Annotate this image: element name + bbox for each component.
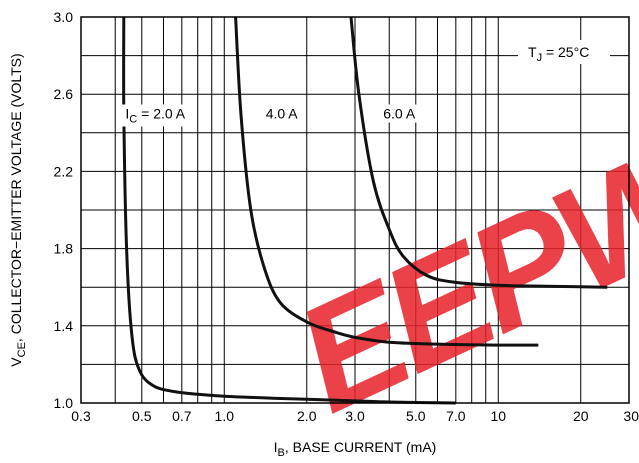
x-axis-label: IB, BASE CURRENT (mA)	[274, 439, 437, 459]
x-tick-label: 3.0	[345, 408, 365, 424]
series-labels: IC = 2.0 A 4.0 A 6.0 A	[120, 104, 421, 127]
series-line-3	[349, 16, 608, 289]
y-tick-label: 2.6	[54, 86, 74, 102]
series-label-background	[260, 104, 304, 123]
x-tick-label: 10	[490, 408, 506, 424]
x-tick-label: 7.0	[446, 408, 466, 424]
x-tick-labels: 0.3 0.5 0.7 1.0 2.0 3.0 5.0 7.0 10 20 30	[71, 408, 639, 424]
x-tick-label: 0.3	[71, 408, 91, 424]
x-tick-label: 2.0	[297, 408, 317, 424]
x-tick-label: 20	[573, 408, 589, 424]
series-label-1: IC = 2.0 A	[125, 106, 185, 126]
curves	[122, 16, 608, 405]
y-axis-label: VCE, COLLECTOR−EMITTER VOLTAGE (VOLTS)	[8, 53, 28, 366]
x-tick-label: 0.5	[132, 408, 152, 424]
series-label-3: 6.0 A	[383, 106, 416, 122]
series-label-2: 4.0 A	[266, 106, 299, 122]
x-tick-label: 30	[623, 408, 639, 424]
x-tick-label: 0.7	[172, 408, 192, 424]
y-tick-label: 1.8	[54, 241, 74, 257]
y-tick-label: 1.0	[54, 395, 74, 411]
series-label-background	[120, 104, 191, 127]
y-tick-label: 2.2	[54, 163, 74, 179]
series-line-2	[234, 16, 539, 347]
x-tick-label: 1.0	[215, 408, 235, 424]
series-line-1	[122, 16, 456, 405]
plot-frame	[80, 16, 630, 404]
annotation-background	[518, 40, 610, 64]
grid	[81, 17, 629, 403]
y-tick-label: 3.0	[54, 9, 74, 25]
x-tick-label: 5.0	[406, 408, 426, 424]
tj-annotation: TJ = 25°C	[528, 44, 589, 64]
series-label-background	[378, 104, 421, 123]
y-tick-label: 1.4	[54, 318, 74, 334]
y-tick-labels: 1.0 1.4 1.8 2.2 2.6 3.0	[54, 9, 74, 411]
